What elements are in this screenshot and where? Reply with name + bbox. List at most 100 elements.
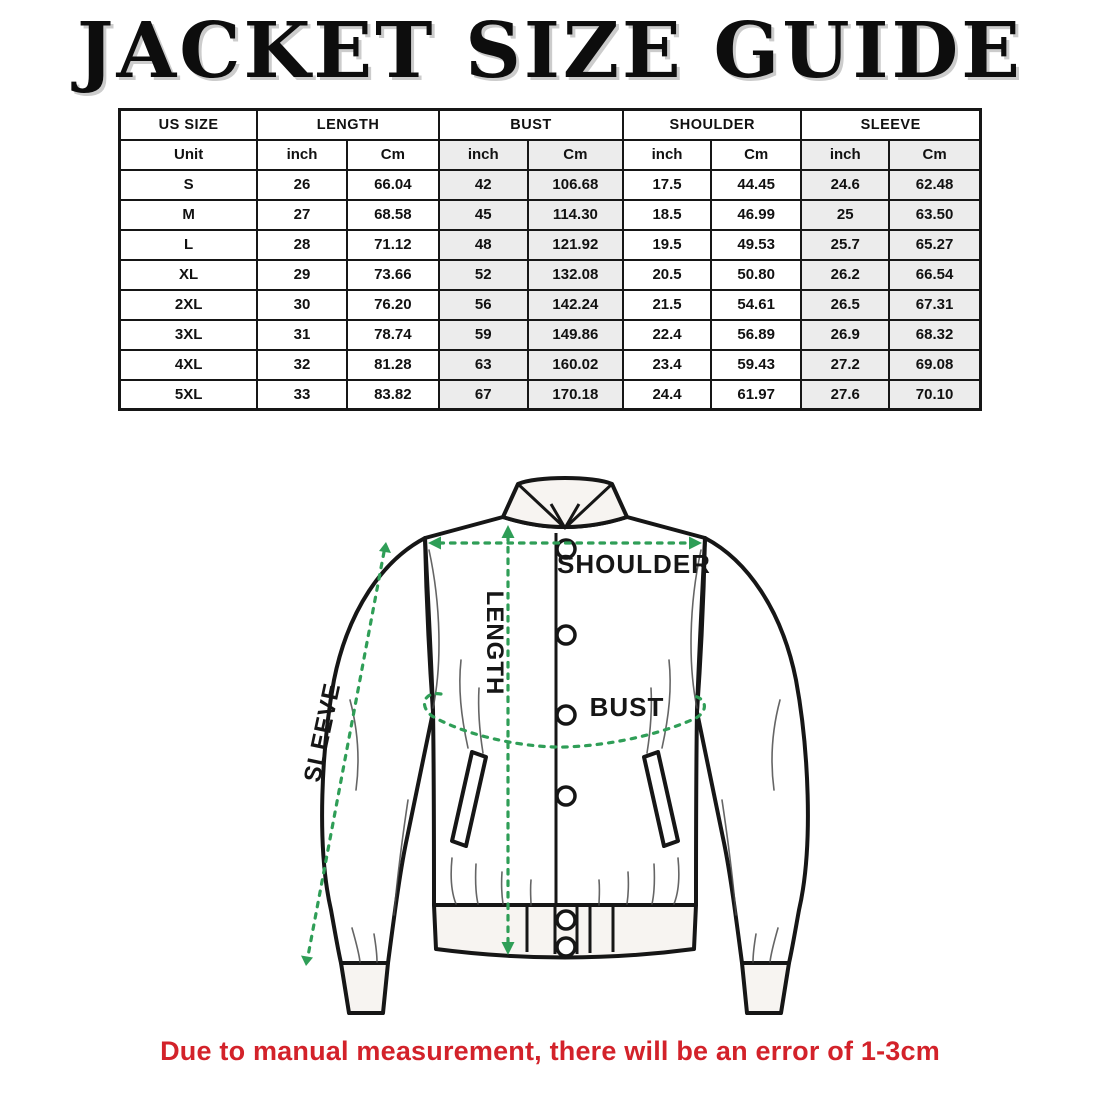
unit-header-cell: inch [437,138,529,171]
arrowhead-left-icon [428,536,441,550]
column-group-header: US SIZE [118,108,259,141]
measurement-cell: 33 [256,378,348,411]
measurement-cell: 27.6 [800,378,891,411]
measurement-cell: 68.58 [345,198,440,231]
measurement-cell: 27.2 [800,348,891,381]
shoulder-label: SHOULDER [557,549,711,579]
bust-label: BUST [590,692,665,722]
size-label-cell: XL [118,258,259,291]
measurement-cell: 24.6 [800,168,891,201]
measurement-cell: 73.66 [345,258,440,291]
measurement-cell: 42 [437,168,529,201]
front-buttons [555,538,577,958]
left-sleeve [320,536,435,965]
arrowhead-upright-icon [379,542,391,553]
measurement-cell: 81.28 [345,348,440,381]
unit-header-cell: Cm [526,138,625,171]
measurement-cell: 26 [256,168,348,201]
unit-header-cell: inch [800,138,891,171]
measurement-cell: 69.08 [888,348,982,381]
size-label-cell: S [118,168,259,201]
measurement-cell: 45 [437,198,529,231]
jacket-measurement-diagram: SHOULDER LENGTH BUST SLEEVE [299,476,810,1015]
unit-header-cell: inch [622,138,712,171]
measurement-cell: 18.5 [622,198,712,231]
measurement-cell: 149.86 [526,318,625,351]
right-pocket [642,750,680,848]
collar-v-seam [516,482,614,530]
measurement-cell: 21.5 [622,288,712,321]
measurement-cell: 30 [256,288,348,321]
measurement-cell: 142.24 [526,288,625,321]
measurement-cell: 56.89 [709,318,803,351]
unit-header-cell: Unit [118,138,259,171]
measurement-cell: 59.43 [709,348,803,381]
button [555,909,577,931]
table-row: 3XL 31 78.74 59 149.86 22.4 56.89 26.9 68.32 [118,318,982,351]
measurement-cell: 66.04 [345,168,440,201]
waistband [432,903,698,960]
arrowhead-down-icon [501,942,515,955]
sleeve-measure-line [306,550,386,958]
arrowhead-right-icon [689,536,702,550]
button [555,785,577,807]
measurement-cell: 26.5 [800,288,891,321]
measurement-cell: 62.48 [888,168,982,201]
size-label-cell: M [118,198,259,231]
measurement-cell: 121.92 [526,228,625,261]
table-row: 2XL 30 76.20 56 142.24 21.5 54.61 26.5 67.31 [118,288,982,321]
measurement-cell: 170.18 [526,378,625,411]
measurement-cell: 59 [437,318,529,351]
unit-header-cell: Cm [345,138,440,171]
measurement-cell: 48 [437,228,529,261]
measurement-guides [301,525,706,966]
measurement-cell: 19.5 [622,228,712,261]
length-label: LENGTH [481,591,508,696]
table-row: 4XL 32 81.28 63 160.02 23.4 59.43 27.2 69.08 [118,348,982,381]
measurement-cell: 50.80 [709,258,803,291]
page-title: JACKET SIZE GUIDE [77,6,1023,96]
collar [501,476,629,529]
left-cuff [339,961,390,1015]
measurement-cell: 63 [437,348,529,381]
measurement-cell: 76.20 [345,288,440,321]
measurement-cell: 63.50 [888,198,982,231]
unit-header-cell: Cm [888,138,982,171]
right-cuff [740,961,791,1015]
measurement-cell: 114.30 [526,198,625,231]
unit-header-cell: inch [256,138,348,171]
right-sleeve [695,536,810,965]
measurement-cell: 26.2 [800,258,891,291]
size-label-cell: 2XL [118,288,259,321]
measurement-cell: 22.4 [622,318,712,351]
measurement-cell: 83.82 [345,378,440,411]
table-row: L 28 71.12 48 121.92 19.5 49.53 25.7 65.27 [118,228,982,261]
measurement-cell: 67.31 [888,288,982,321]
measurement-cell: 132.08 [526,258,625,291]
measurement-cell: 56 [437,288,529,321]
measurement-cell: 71.12 [345,228,440,261]
button [555,936,577,958]
measurement-cell: 20.5 [622,258,712,291]
table-row: XL 29 73.66 52 132.08 20.5 50.80 26.2 66.54 [118,258,982,291]
button [555,624,577,646]
measurement-cell: 27 [256,198,348,231]
measurement-cell: 61.97 [709,378,803,411]
measurement-cell: 25.7 [800,228,891,261]
measurement-cell: 31 [256,318,348,351]
measurement-cell: 67 [437,378,529,411]
size-label-cell: 3XL [118,318,259,351]
measurement-cell: 78.74 [345,318,440,351]
unit-header-cell: Cm [709,138,803,171]
table-row: S 26 66.04 42 106.68 17.5 44.45 24.6 62.48 [118,168,982,201]
size-table-head: US SIZE LENGTH BUST SHOULDER SLEEVE Unit inch C… [118,108,982,171]
measurement-cell: 160.02 [526,348,625,381]
size-table-body: S 26 66.04 42 106.68 17.5 44.45 24.6 62.48 M 27 68.… [118,168,982,411]
measurement-cell: 29 [256,258,348,291]
measurement-cell: 66.54 [888,258,982,291]
measurement-cell: 106.68 [526,168,625,201]
size-label-cell: 5XL [118,378,259,411]
measurement-cell: 25 [800,198,891,231]
measurement-cell: 26.9 [800,318,891,351]
